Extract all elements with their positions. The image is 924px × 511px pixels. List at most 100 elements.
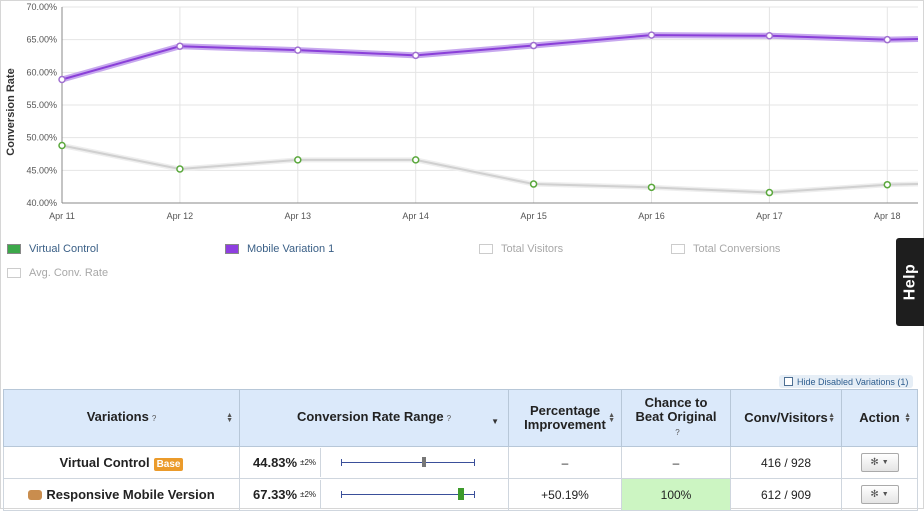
y-tick-label: 65.00%	[26, 35, 57, 45]
y-tick-label: 50.00%	[26, 133, 57, 143]
x-tick-label: Apr 16	[638, 211, 665, 221]
range-marker	[458, 488, 465, 500]
action-cell: ✻ ▼	[841, 446, 918, 479]
legend-label: Total Visitors	[501, 243, 564, 255]
legend-swatch-empty	[7, 268, 21, 278]
x-tick-label: Apr 14	[402, 211, 429, 221]
variation-name-cell: Responsive Mobile Version	[3, 478, 240, 511]
header-range[interactable]: Conversion Rate Range? ▼	[239, 389, 509, 447]
sort-icon[interactable]: ▲ ▼	[828, 412, 835, 424]
y-tick-label: 70.00%	[26, 2, 57, 12]
margin: ±2%	[300, 458, 317, 467]
y-tick-label: 55.00%	[26, 100, 57, 110]
x-tick-label: Apr 18	[874, 211, 901, 221]
data-point	[883, 35, 892, 44]
range-bar	[321, 480, 507, 509]
y-tick-label: 45.00%	[26, 165, 57, 175]
chance-cell: 100%	[621, 478, 731, 511]
chevron-down-icon: ▼	[881, 459, 889, 466]
variation-name[interactable]: Virtual Control	[59, 455, 150, 470]
help-question-icon[interactable]: ?	[446, 414, 452, 423]
header-label: Conversion Rate Range	[296, 409, 444, 424]
y-axis-label: Conversion Rate	[5, 68, 17, 155]
header-improvement[interactable]: Percentage Improvement ▲ ▼	[508, 389, 622, 447]
checkbox-icon	[784, 377, 793, 386]
legend-avg-conv-rate[interactable]: Avg. Conv. Rate	[7, 267, 108, 279]
series-line	[61, 144, 919, 194]
header-variations[interactable]: Variations? ▲ ▼	[3, 389, 240, 447]
legend-swatch-green	[7, 244, 21, 254]
chevron-down-icon: ▼	[881, 491, 889, 498]
data-point	[765, 31, 774, 40]
x-tick-label: Apr 13	[285, 211, 312, 221]
action-gear-button[interactable]: ✻ ▼	[860, 453, 899, 472]
legend-label: Virtual Control	[29, 243, 99, 255]
header-conv-visitors[interactable]: Conv/Visitors ▲ ▼	[730, 389, 842, 447]
header-label: Percentage Improvement	[524, 403, 606, 432]
range-marker	[422, 457, 427, 467]
series-line	[61, 34, 919, 81]
legend-total-conversions[interactable]: Total Conversions	[671, 243, 780, 255]
data-point	[294, 46, 302, 54]
header-label: Variations	[86, 409, 149, 424]
x-tick-label: Apr 15	[520, 211, 547, 221]
data-point	[58, 141, 66, 150]
help-question-icon[interactable]: ?	[675, 428, 680, 437]
legend-mobile-variation[interactable]: Mobile Variation 1	[225, 243, 334, 255]
data-point	[765, 188, 774, 197]
y-tick-label: 60.00%	[26, 67, 57, 77]
table-header-row: Variations? ▲ ▼ Conversion Rate Range? ▼ …	[3, 389, 918, 447]
header-chance[interactable]: Chance to Beat Original?	[621, 389, 731, 447]
conv-visitors-cell: 416 / 928	[730, 446, 842, 479]
help-label: Help	[901, 263, 919, 301]
y-tick-label: 40.00%	[26, 198, 57, 208]
data-point	[529, 180, 538, 188]
data-point	[883, 180, 892, 189]
variations-table: Variations? ▲ ▼ Conversion Rate Range? ▼ …	[3, 389, 918, 511]
data-point	[411, 51, 420, 60]
legend-virtual-control[interactable]: Virtual Control	[7, 243, 99, 255]
hand-pointer-icon	[28, 490, 43, 500]
hide-disabled-variations-link[interactable]: Hide Disabled Variations (1)	[779, 375, 914, 388]
x-tick-label: Apr 17	[756, 211, 783, 221]
header-label: Chance to Beat Original	[635, 395, 717, 424]
variation-name[interactable]: Responsive Mobile Version	[46, 487, 215, 502]
table-row: Responsive Mobile Version 67.33% ±2% +50.…	[3, 478, 918, 511]
legend-swatch-empty	[671, 244, 685, 254]
sort-icon[interactable]: ▲ ▼	[608, 412, 615, 424]
x-tick-label: Apr 11	[49, 211, 75, 221]
data-point	[176, 42, 184, 50]
dropdown-arrow-icon[interactable]: ▼	[491, 417, 499, 426]
sort-icon[interactable]: ▲ ▼	[226, 412, 233, 424]
series-glow	[61, 32, 919, 83]
gear-icon: ✻	[870, 489, 879, 500]
help-tab[interactable]: Help	[896, 238, 924, 326]
action-gear-button[interactable]: ✻ ▼	[860, 485, 899, 504]
header-label: Action	[859, 410, 900, 425]
gear-icon: ✻	[870, 457, 879, 468]
data-point	[647, 183, 656, 192]
chart-grid	[61, 6, 918, 204]
help-question-icon[interactable]: ?	[151, 414, 157, 423]
range-cell: 67.33% ±2%	[239, 478, 509, 511]
improvement-cell: +50.19%	[508, 478, 622, 511]
legend-label: Avg. Conv. Rate	[29, 267, 109, 279]
y-axis-ticks: 40.00% 45.00% 50.00% 55.00% 60.00% 65.00% 70.0…	[26, 2, 57, 208]
data-point	[176, 165, 184, 173]
chance-cell: –	[621, 446, 731, 479]
improvement-cell: –	[508, 446, 622, 479]
legend-total-visitors[interactable]: Total Visitors	[479, 243, 563, 255]
hide-disabled-label: Hide Disabled Variations (1)	[797, 376, 909, 387]
legend-swatch-purple	[225, 244, 239, 254]
margin: ±2%	[300, 490, 317, 499]
x-tick-label: Apr 12	[167, 211, 194, 221]
range-cell: 44.83% ±2%	[239, 446, 509, 479]
x-axis-ticks: Apr 11 Apr 12 Apr 13 Apr 14 Apr 15 Apr 16 Apr …	[49, 211, 900, 221]
legend-swatch-empty	[479, 244, 493, 254]
legend-label: Total Conversions	[693, 243, 781, 255]
action-cell: ✻ ▼	[841, 478, 918, 511]
conversion-rate: 67.33%	[253, 487, 298, 502]
header-label: Conv/Visitors	[744, 410, 828, 425]
sort-icon[interactable]: ▲ ▼	[904, 412, 911, 424]
conversion-rate-chart: 40.00% 45.00% 50.00% 55.00% 60.00% 65.00% 70.0…	[5, 2, 919, 221]
